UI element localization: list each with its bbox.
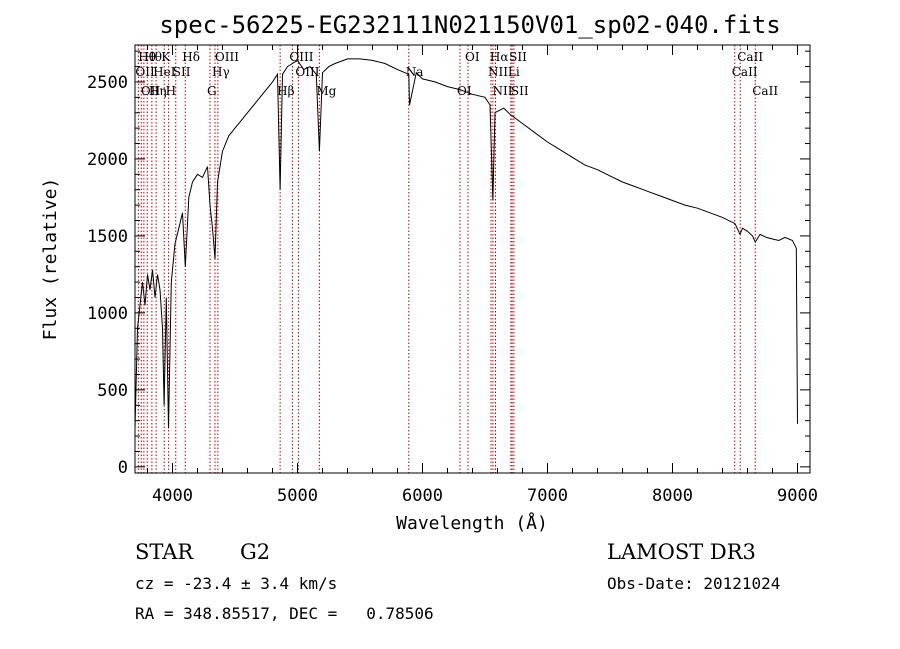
- x-tick-label-2: 6000: [402, 486, 443, 506]
- x-tick-label-5: 9000: [777, 486, 818, 506]
- x-tick-label-1: 5000: [277, 486, 318, 506]
- line-marker-label-6: K: [161, 50, 171, 64]
- line-marker-label-26: CaII: [732, 65, 758, 79]
- y-tick-label-1: 500: [97, 381, 128, 401]
- line-marker-label-24: SII: [509, 50, 527, 64]
- y-tick-label-3: 1500: [87, 227, 128, 247]
- y-tick-label-0: 0: [118, 458, 128, 478]
- line-marker-label-8: SII: [173, 65, 191, 79]
- line-marker-label-16: Mg: [316, 84, 336, 98]
- line-marker-label-1: Hθ: [138, 50, 156, 64]
- line-marker-label-12: OIII: [215, 50, 239, 64]
- line-marker-label-22: NII: [493, 84, 513, 98]
- x-tick-label-3: 7000: [527, 486, 568, 506]
- line-marker-label-2: OII: [141, 84, 161, 98]
- spectrum-line: [134, 58, 798, 429]
- line-marker-label-0: OII: [135, 65, 155, 79]
- line-marker-label-13: Hβ: [277, 84, 294, 98]
- y-tick-label-4: 2000: [87, 150, 128, 170]
- y-tick-label-5: 2500: [87, 73, 128, 93]
- x-axis-ticks: 4000 5000 6000 7000 8000 9000: [147, 45, 818, 506]
- line-marker-label-15: OIII: [295, 65, 319, 79]
- line-marker-label-14: OIII: [289, 50, 313, 64]
- line-marker-label-25: SII: [511, 84, 529, 98]
- x-tick-label-4: 8000: [652, 486, 693, 506]
- x-tick-label-0: 4000: [152, 486, 193, 506]
- object-class: STAR: [135, 540, 194, 564]
- subclass: G2: [240, 540, 270, 564]
- line-marker-label-21: Hα: [490, 50, 509, 64]
- line-marker-label-10: G: [207, 84, 217, 98]
- survey-name: LAMOST DR3: [607, 540, 756, 564]
- line-marker-label-23: Li: [508, 65, 520, 79]
- observation-date: Obs-Date: 20121024: [607, 574, 780, 593]
- chart-title: spec-56225-EG232111N021150V01_sp02-040.f…: [159, 11, 780, 39]
- emission-line-markers: [137, 45, 756, 473]
- line-marker-label-19: OI: [465, 50, 480, 64]
- line-marker-label-3: Hθ: [144, 50, 162, 64]
- x-axis-label: Wavelength (Å): [396, 512, 548, 534]
- line-marker-label-11: Hγ: [212, 65, 230, 79]
- redshift-readout: cz = -23.4 ± 3.4 km/s: [135, 574, 337, 593]
- line-marker-label-9: Hδ: [182, 50, 200, 64]
- plot-frame: [134, 44, 811, 474]
- line-marker-label-7: H: [166, 84, 176, 98]
- line-marker-label-5: HeI: [153, 65, 176, 79]
- y-tick-label-2: 1000: [87, 304, 128, 324]
- line-marker-label-4: Hη: [149, 84, 167, 98]
- coordinates-readout: RA = 348.85517, DEC = 0.78506: [135, 604, 434, 623]
- emission-line-labels: OIIHθOIIHθHηHeIKHSIIHδGHγOIIIHβOIIIOIIIM…: [135, 50, 778, 98]
- line-marker-label-28: CaII: [752, 84, 778, 98]
- y-axis-ticks: 0 500 1000 1500 2000 2500: [87, 50, 810, 478]
- line-marker-label-27: CaII: [737, 50, 763, 64]
- y-axis-label: Flux (relative): [40, 178, 61, 341]
- line-marker-label-20: NII: [488, 65, 508, 79]
